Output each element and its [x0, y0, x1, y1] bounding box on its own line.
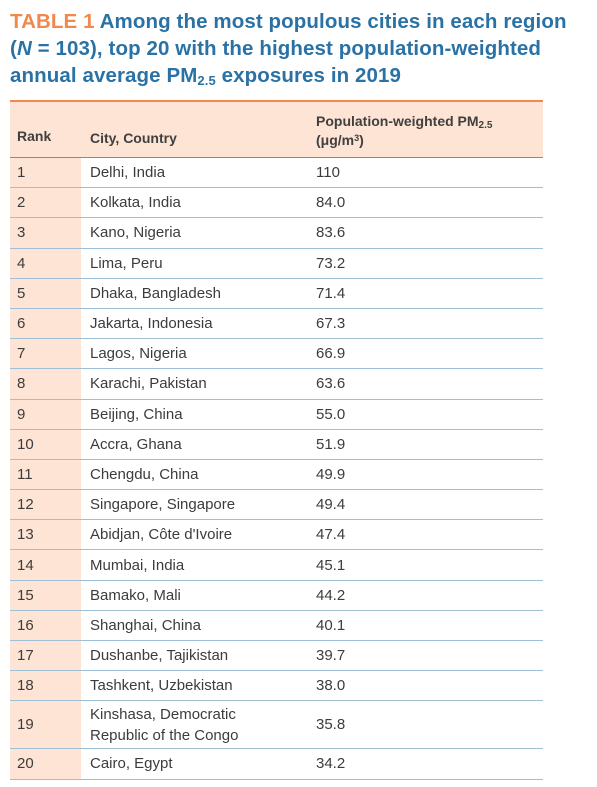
- top-rule: [10, 100, 543, 102]
- rank-cell: 2: [10, 188, 81, 218]
- table-row: 16 Shanghai, China 40.1: [10, 610, 543, 641]
- rank-cell: 1: [10, 158, 81, 188]
- table-row: 10 Accra, Ghana 51.9: [10, 429, 543, 460]
- value-cell: 49.9: [316, 465, 346, 483]
- table-row: 12 Singapore, Singapore 49.4: [10, 490, 543, 521]
- table-header: Rank City, Country Population-weighted P…: [10, 102, 543, 157]
- city-cell: Kano, Nigeria: [90, 224, 181, 242]
- city-cell: Cairo, Egypt: [90, 755, 173, 773]
- rank-cell: 14: [10, 550, 81, 580]
- city-cell: Lagos, Nigeria: [90, 345, 187, 363]
- table-row: 8 Karachi, Pakistan 63.6: [10, 369, 543, 400]
- city-cell: Delhi, India: [90, 164, 166, 182]
- title-text-a: Among the most populous cities in each r…: [10, 10, 567, 60]
- rank-cell: 15: [10, 580, 81, 610]
- value-cell: 83.6: [316, 224, 346, 242]
- table-row: 1 Delhi, India 110: [10, 158, 543, 189]
- title-text-c: exposures in 2019: [215, 64, 402, 87]
- city-cell: Tashkent, Uzbekistan: [90, 677, 233, 695]
- rank-cell: 9: [10, 399, 81, 429]
- rank-cell: 11: [10, 459, 81, 490]
- title-n-symbol: N: [16, 37, 32, 60]
- city-cell: Mumbai, India: [90, 556, 185, 574]
- table-row: 5 Dhaka, Bangladesh 71.4: [10, 278, 543, 309]
- city-cell: Kolkata, India: [90, 194, 181, 212]
- header-value-main: Population-weighted PM: [316, 113, 479, 129]
- header-unit-a: (μg/m: [316, 132, 355, 148]
- value-cell: 66.9: [316, 345, 346, 363]
- rank-cell: 5: [10, 278, 81, 308]
- city-cell: Chengdu, China: [90, 465, 199, 483]
- value-cell: 47.4: [316, 526, 346, 544]
- city-cell: Karachi, Pakistan: [90, 375, 207, 393]
- city-cell: Kinshasa, Democratic Republic of the Con…: [90, 705, 239, 744]
- table-row: 3 Kano, Nigeria 83.6: [10, 218, 543, 249]
- value-cell: 45.1: [316, 556, 346, 574]
- city-cell: Singapore, Singapore: [90, 496, 236, 514]
- rank-cell: 10: [10, 429, 81, 459]
- value-cell: 110: [316, 164, 340, 182]
- rank-cell: 16: [10, 610, 81, 640]
- rank-cell: 20: [10, 749, 81, 779]
- value-cell: 84.0: [316, 194, 346, 212]
- value-cell: 39.7: [316, 647, 346, 665]
- value-cell: 35.8: [316, 716, 346, 734]
- table-row: 4 Lima, Peru 73.2: [10, 248, 543, 279]
- table-row: 14 Mumbai, India 45.1: [10, 550, 543, 581]
- table-row: 6 Jakarta, Indonesia 67.3: [10, 308, 543, 340]
- value-cell: 55.0: [316, 405, 346, 423]
- city-cell: Dhaka, Bangladesh: [90, 284, 221, 302]
- table-row: 2 Kolkata, India 84.0: [10, 188, 543, 219]
- rank-cell: 6: [10, 308, 81, 339]
- city-cell: Jakarta, Indonesia: [90, 315, 213, 333]
- value-cell: 63.6: [316, 375, 346, 393]
- rank-cell: 17: [10, 641, 81, 671]
- value-cell: 73.2: [316, 254, 346, 272]
- header-rank: Rank: [17, 128, 52, 144]
- title-subscript: 2.5: [197, 73, 216, 88]
- rank-cell: 19: [10, 701, 81, 749]
- city-cell: Bamako, Mali: [90, 586, 181, 604]
- city-cell: Accra, Ghana: [90, 435, 182, 453]
- table-row: 19 Kinshasa, Democratic Republic of the C…: [10, 701, 543, 750]
- rank-cell: 8: [10, 369, 81, 399]
- header-value: Population-weighted PM2.5 (μg/m3): [316, 112, 492, 150]
- header-rule: [10, 157, 543, 158]
- header-city: City, Country: [90, 130, 177, 146]
- table-label: TABLE 1: [10, 10, 95, 33]
- city-cell: Abidjan, Côte d'Ivoire: [90, 526, 233, 544]
- rank-cell: 18: [10, 671, 81, 701]
- table-row: 13 Abidjan, Côte d'Ivoire 47.4: [10, 520, 543, 551]
- table-row: 11 Chengdu, China 49.9: [10, 459, 543, 491]
- city-cell: Lima, Peru: [90, 254, 163, 272]
- table-title: TABLE 1 Among the most populous cities i…: [10, 8, 570, 89]
- header-value-sub: 2.5: [478, 120, 493, 131]
- city-cell: Dushanbe, Tajikistan: [90, 647, 229, 665]
- value-cell: 51.9: [316, 435, 346, 453]
- value-cell: 44.2: [316, 586, 346, 604]
- header-unit-b: ): [359, 132, 364, 148]
- rank-cell: 4: [10, 248, 81, 278]
- value-cell: 49.4: [316, 496, 346, 514]
- value-cell: 34.2: [316, 755, 346, 773]
- value-cell: 71.4: [316, 284, 346, 302]
- rank-cell: 13: [10, 520, 81, 550]
- city-cell: Shanghai, China: [90, 616, 201, 634]
- title-text-b: = 103), top 20 with the highest populati…: [10, 37, 542, 87]
- table-row: 7 Lagos, Nigeria 66.9: [10, 339, 543, 370]
- value-cell: 40.1: [316, 616, 346, 634]
- table-body: 1 Delhi, India 110 2 Kolkata, India 84.0 3 Kano…: [10, 158, 543, 780]
- value-cell: 38.0: [316, 677, 346, 695]
- table-row: 17 Dushanbe, Tajikistan 39.7: [10, 641, 543, 672]
- table-row: 9 Beijing, China 55.0: [10, 399, 543, 430]
- value-cell: 67.3: [316, 315, 346, 333]
- rank-cell: 12: [10, 490, 81, 520]
- city-cell: Beijing, China: [90, 405, 183, 423]
- table-row: 18 Tashkent, Uzbekistan 38.0: [10, 671, 543, 702]
- table-row: 20 Cairo, Egypt 34.2: [10, 749, 543, 780]
- rank-cell: 7: [10, 339, 81, 369]
- table-row: 15 Bamako, Mali 44.2: [10, 580, 543, 611]
- rank-cell: 3: [10, 218, 81, 248]
- header-unit-sup: 3: [354, 133, 360, 143]
